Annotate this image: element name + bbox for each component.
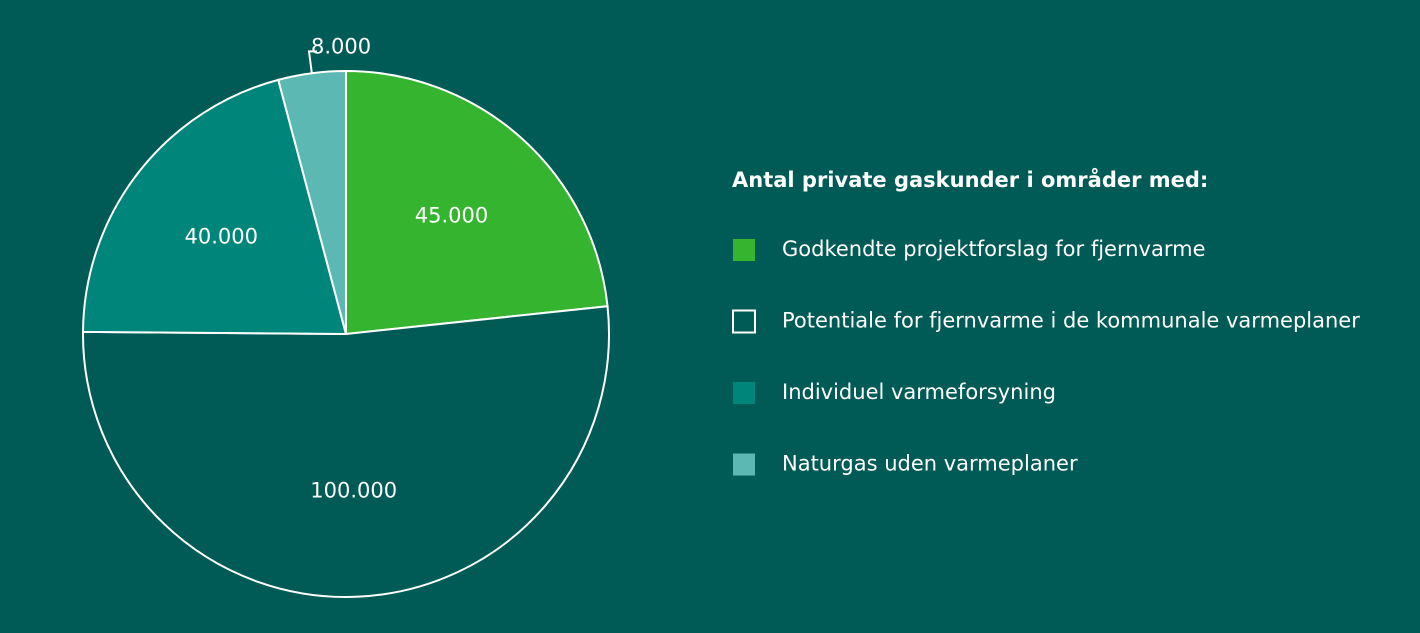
legend-title: Antal private gaskunder i områder med: bbox=[732, 167, 1208, 192]
legend-label: Godkendte projektforslag for fjernvarme bbox=[782, 237, 1206, 261]
value-label: 8.000 bbox=[311, 34, 371, 58]
legend-label: Potentiale for fjernvarme i de kommunale… bbox=[782, 309, 1360, 333]
value-label: 45.000 bbox=[415, 204, 488, 228]
value-label: 100.000 bbox=[310, 479, 397, 503]
pie-slice bbox=[81, 78, 348, 336]
legend-swatch bbox=[732, 309, 756, 334]
leader-line bbox=[307, 50, 317, 74]
legend-label: Individuel varmeforsyning bbox=[782, 380, 1056, 404]
legend-swatch bbox=[733, 453, 755, 476]
legend-swatch bbox=[733, 382, 755, 404]
pie-slice bbox=[345, 69, 609, 336]
value-label: 40.000 bbox=[185, 224, 258, 248]
legend-label: Naturgas uden varmeplaner bbox=[782, 452, 1078, 476]
legend-swatch bbox=[733, 239, 755, 261]
pie-slice bbox=[82, 305, 610, 599]
